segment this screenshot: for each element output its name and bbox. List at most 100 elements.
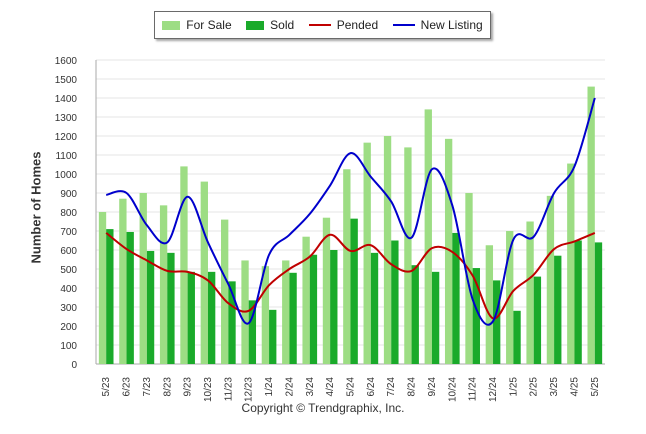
y-tick-label: 1100 xyxy=(55,151,77,162)
x-tick-label: 4/25 xyxy=(569,377,580,397)
x-tick-label: 2/24 xyxy=(284,377,295,397)
x-tick-label: 1/24 xyxy=(264,377,275,397)
sold-bar xyxy=(594,242,603,364)
y-tick-label: 300 xyxy=(60,303,77,314)
new-listing-swatch xyxy=(392,24,415,26)
legend-label-pended: Pended xyxy=(336,18,379,32)
for-sale-bar xyxy=(546,195,555,364)
sold-bar xyxy=(187,271,195,364)
pended-swatch xyxy=(308,24,331,26)
y-tick-label: 900 xyxy=(60,189,77,200)
y-tick-label: 800 xyxy=(60,208,77,219)
for-sale-bar xyxy=(139,193,147,364)
for-sale-bar xyxy=(444,138,453,364)
legend-label-sold: Sold xyxy=(270,18,295,32)
x-tick-label: 8/24 xyxy=(407,377,418,397)
x-tick-label: 5/23 xyxy=(101,377,112,397)
sold-bar xyxy=(309,254,318,364)
for-sale-bar xyxy=(221,219,229,364)
x-tick-label: 6/24 xyxy=(366,377,377,397)
for-sale-bar xyxy=(343,169,351,364)
for-sale-bar xyxy=(119,198,127,364)
legend-item-pended: Pended xyxy=(308,18,379,32)
x-tick-label: 7/23 xyxy=(142,377,153,397)
sold-bar xyxy=(330,250,338,364)
sold-bar xyxy=(350,218,358,364)
x-tick-label: 10/23 xyxy=(203,377,214,402)
for-sale-bar xyxy=(180,166,188,364)
copyright-text: Copyright © Trendgraphix, Inc. xyxy=(241,401,405,415)
for-sale-bar xyxy=(322,217,331,364)
for-sale-bar xyxy=(363,142,371,364)
x-tick-label: 5/25 xyxy=(590,377,601,397)
sold-bar xyxy=(452,232,460,364)
sold-bar xyxy=(146,250,155,364)
x-tick-label: 8/23 xyxy=(162,377,173,397)
y-tick-label: 0 xyxy=(71,360,77,371)
for-sale-bar xyxy=(261,266,270,364)
sold-bar xyxy=(391,240,399,364)
x-tick-label: 5/24 xyxy=(346,377,357,397)
for-sale-bar xyxy=(159,205,168,364)
y-tick-label: 1600 xyxy=(55,56,78,67)
for-sale-bar xyxy=(282,260,290,364)
for-sale-bar xyxy=(383,136,392,364)
y-tick-label: 200 xyxy=(60,322,77,333)
for-sale-bar xyxy=(302,236,310,364)
y-tick-label: 1000 xyxy=(55,170,78,181)
x-tick-label: 12/24 xyxy=(488,377,499,402)
legend-label-new-listing: New Listing xyxy=(420,18,483,32)
for-sale-bar xyxy=(404,147,412,364)
y-tick-label: 600 xyxy=(60,246,77,257)
y-tick-label: 400 xyxy=(60,284,77,295)
sold-bar xyxy=(554,255,562,364)
pended-line xyxy=(105,231,596,320)
x-tick-label: 3/25 xyxy=(549,377,560,397)
legend-item-for-sale: For Sale xyxy=(162,18,232,32)
legend-item-sold: Sold xyxy=(246,18,294,32)
new-listing-line xyxy=(105,97,596,326)
x-tick-label: 9/23 xyxy=(183,377,194,397)
sold-bar xyxy=(248,300,257,364)
sold-swatch xyxy=(246,20,265,30)
for-sale-bar xyxy=(98,212,107,364)
for-sale-bar xyxy=(200,181,208,364)
sold-bar xyxy=(370,252,379,364)
sold-bar xyxy=(574,240,582,364)
sold-bar xyxy=(289,272,297,364)
y-tick-label: 700 xyxy=(60,227,77,238)
x-tick-label: 4/24 xyxy=(325,377,336,397)
x-tick-label: 11/24 xyxy=(468,377,479,402)
x-tick-label: 7/24 xyxy=(386,377,397,397)
y-tick-label: 1400 xyxy=(55,94,78,105)
for-sale-swatch xyxy=(162,20,181,30)
sold-bar xyxy=(533,276,542,364)
legend-item-new-listing: New Listing xyxy=(392,18,483,32)
x-tick-label: 6/23 xyxy=(122,377,133,397)
y-tick-label: 1300 xyxy=(55,113,78,124)
sold-bar xyxy=(228,281,236,364)
for-sale-bar xyxy=(526,221,534,364)
x-tick-label: 2/25 xyxy=(529,377,540,397)
legend-label-for-sale: For Sale xyxy=(186,18,232,32)
y-tick-label: 1200 xyxy=(55,132,78,143)
sold-bar xyxy=(207,271,216,364)
sold-bar xyxy=(411,265,419,364)
legend: For Sale Sold Pended New Listing xyxy=(154,11,491,39)
for-sale-bar xyxy=(485,245,494,364)
sold-bar xyxy=(126,231,134,364)
x-tick-label: 11/23 xyxy=(223,377,234,402)
y-tick-label: 1500 xyxy=(55,75,78,86)
x-tick-label: 1/25 xyxy=(508,377,519,397)
y-tick-label: 500 xyxy=(60,265,77,276)
for-sale-bar xyxy=(587,86,595,364)
sold-bar xyxy=(167,252,175,364)
sold-bar xyxy=(513,310,521,364)
x-tick-label: 10/24 xyxy=(447,377,458,402)
x-tick-label: 3/24 xyxy=(305,377,316,397)
for-sale-bar xyxy=(424,109,432,365)
sold-bar xyxy=(269,309,277,364)
sold-bar xyxy=(431,271,440,364)
